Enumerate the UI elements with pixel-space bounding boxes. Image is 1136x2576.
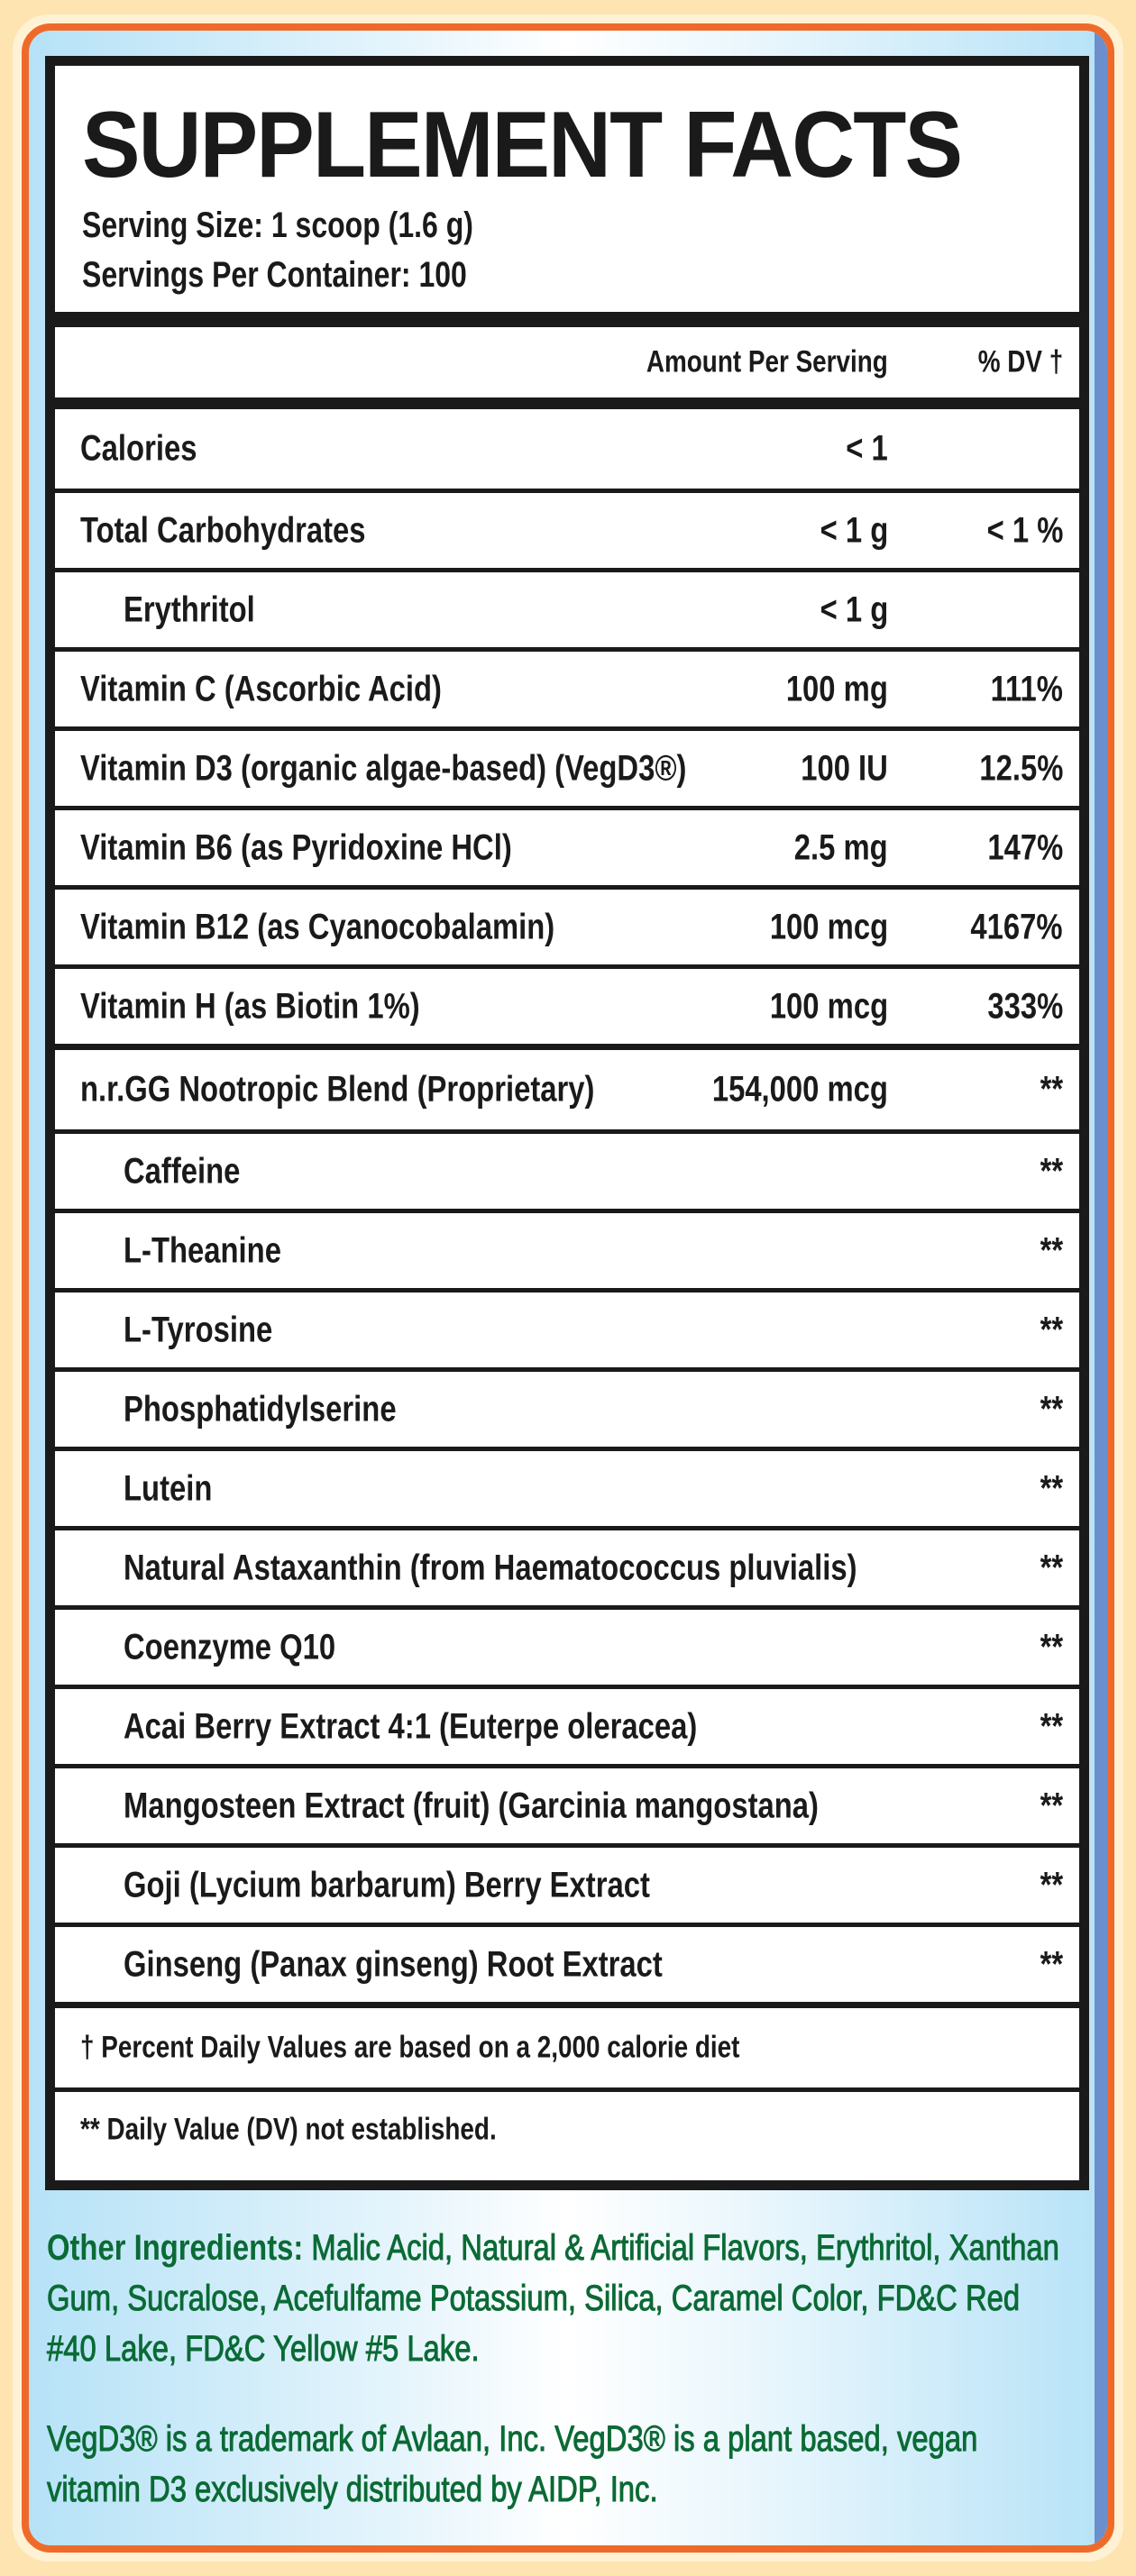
daily-value: 111% xyxy=(990,669,1063,708)
daily-value: ** xyxy=(1040,1069,1063,1110)
daily-value: 12.5% xyxy=(978,748,1063,788)
nutrient-name: Total Carbohydrates xyxy=(80,510,366,550)
nutrient-name: Goji (Lycium barbarum) Berry Extract xyxy=(124,1865,650,1905)
page-title: SUPPLEMENT FACTS xyxy=(82,93,963,197)
blend-ingredient-row: Ginseng (Panax ginseng) Root Extract ** xyxy=(55,1923,1079,2002)
daily-value: ** xyxy=(1040,1548,1063,1587)
other-info: Other Ingredients: Malic Acid, Natural &… xyxy=(47,2223,1075,2545)
blend-rows: n.r.GG Nootropic Blend (Proprietary) 154,… xyxy=(55,1050,1079,2002)
nutrient-amount: < 1 g xyxy=(820,589,888,629)
footnote-row: ** Daily Value (DV) not established. xyxy=(55,2087,1079,2167)
nutrient-name: Lutein xyxy=(124,1468,213,1508)
nutrient-name: L-Tyrosine xyxy=(124,1310,273,1349)
nutrient-name: Vitamin C (Ascorbic Acid) xyxy=(80,669,442,708)
nutrient-name: Vitamin B12 (as Cyanocobalamin) xyxy=(80,907,555,946)
nutrient-name: n.r.GG Nootropic Blend (Proprietary) xyxy=(80,1069,595,1110)
footnote: † Percent Daily Values are based on a 2,… xyxy=(80,2030,740,2065)
other-ingredients: Other Ingredients: Malic Acid, Natural &… xyxy=(47,2223,1075,2374)
nutrient-amount: 100 IU xyxy=(801,748,888,788)
divider xyxy=(55,397,1079,409)
trademark-note: VegD3® is a trademark of Avlaan, Inc. Ve… xyxy=(47,2419,978,2510)
nutrient-amount: < 1 xyxy=(846,428,888,469)
label-frame: SUPPLEMENT FACTS Serving Size: 1 scoop (… xyxy=(13,14,1123,2562)
nutrient-name: Vitamin B6 (as Pyridoxine HCl) xyxy=(80,827,512,867)
divider xyxy=(55,312,1079,327)
blend-ingredient-row: Acai Berry Extract 4:1 (Euterpe oleracea… xyxy=(55,1685,1079,1764)
daily-value: ** xyxy=(1040,1468,1063,1508)
daily-value: ** xyxy=(1040,1230,1063,1270)
other-ingredients-label: Other Ingredients: xyxy=(47,2228,304,2268)
nutrient-row: n.r.GG Nootropic Blend (Proprietary) 154,… xyxy=(55,1050,1079,1129)
blend-ingredient-row: Lutein ** xyxy=(55,1447,1079,1526)
blend-ingredient-row: L-Tyrosine ** xyxy=(55,1288,1079,1367)
daily-value: 333% xyxy=(987,986,1063,1026)
blend-ingredient-row: Mangosteen Extract (fruit) (Garcinia man… xyxy=(55,1764,1079,1843)
nutrient-row: Vitamin B6 (as Pyridoxine HCl) 2.5 mg 147% xyxy=(55,806,1079,885)
label-panel: SUPPLEMENT FACTS Serving Size: 1 scoop (… xyxy=(22,23,1114,2553)
daily-value: ** xyxy=(1040,1706,1063,1746)
nutrient-row: Vitamin B12 (as Cyanocobalamin) 100 mcg 41… xyxy=(55,885,1079,964)
nutrient-amount: 2.5 mg xyxy=(794,827,888,867)
nutrient-name: Phosphatidylserine xyxy=(124,1389,397,1429)
servings-per-container: Servings Per Container: 100 xyxy=(82,255,467,295)
blend-ingredient-row: L-Theanine ** xyxy=(55,1209,1079,1288)
blend-ingredient-row: Erythritol < 1 g xyxy=(55,568,1079,647)
nutrient-row: Total Carbohydrates < 1 g < 1 % xyxy=(55,489,1079,568)
nutrient-amount: 154,000 mcg xyxy=(711,1069,888,1110)
nutrient-name: Vitamin H (as Biotin 1%) xyxy=(80,986,420,1026)
daily-value: ** xyxy=(1040,1944,1063,1984)
divider xyxy=(55,1044,1079,1050)
divider xyxy=(55,2002,1079,2008)
daily-value: ** xyxy=(1040,1310,1063,1349)
serving-size: Serving Size: 1 scoop (1.6 g) xyxy=(82,206,473,245)
nutrient-amount: 100 mcg xyxy=(769,907,888,946)
nutrient-amount: 100 mcg xyxy=(769,986,888,1026)
blend-ingredient-row: Phosphatidylserine ** xyxy=(55,1367,1079,1447)
nutrient-name: Vitamin D3 (organic algae-based) (VegD3®… xyxy=(80,748,687,788)
daily-value: ** xyxy=(1040,1627,1063,1667)
daily-value: ** xyxy=(1040,1151,1063,1191)
daily-value: 4167% xyxy=(970,907,1063,946)
nutrient-name: Acai Berry Extract 4:1 (Euterpe oleracea… xyxy=(124,1706,698,1746)
daily-value: ** xyxy=(1040,1786,1063,1825)
daily-value: < 1 % xyxy=(986,510,1063,550)
title-section: SUPPLEMENT FACTS Serving Size: 1 scoop (… xyxy=(55,66,1079,312)
blend-ingredient-row: Goji (Lycium barbarum) Berry Extract ** xyxy=(55,1843,1079,1923)
nutrient-row: Vitamin H (as Biotin 1%) 100 mcg 333% xyxy=(55,964,1079,1044)
footnote: ** Daily Value (DV) not established. xyxy=(80,2112,497,2146)
daily-value: ** xyxy=(1040,1389,1063,1429)
nutrient-name: Coenzyme Q10 xyxy=(124,1627,336,1667)
nutrient-name: Natural Astaxanthin (from Haematococcus … xyxy=(124,1548,857,1587)
nutrient-name: Calories xyxy=(80,428,197,469)
nutrient-row: Vitamin C (Ascorbic Acid) 100 mg 111% xyxy=(55,647,1079,726)
blend-ingredient-row: Caffeine ** xyxy=(55,1129,1079,1209)
dv-header: % DV † xyxy=(977,344,1063,379)
column-header-row: Amount Per Serving % DV † xyxy=(55,327,1079,397)
nutrient-name: Caffeine xyxy=(124,1151,241,1191)
nutrient-amount: < 1 g xyxy=(820,510,888,550)
nutrient-rows: Calories < 1 Total Carbohydrates < 1 g < 1 %… xyxy=(55,409,1079,1044)
nutrient-name: Mangosteen Extract (fruit) (Garcinia man… xyxy=(124,1786,819,1825)
other-ingredients-text: Malic Acid, Natural & Artificial Flavors… xyxy=(47,2228,1060,2370)
blend-ingredient-row: Natural Astaxanthin (from Haematococcus … xyxy=(55,1526,1079,1605)
daily-value: ** xyxy=(1040,1865,1063,1905)
nutrient-amount: 100 mg xyxy=(785,669,888,708)
amount-header: Amount Per Serving xyxy=(646,344,888,379)
nutrient-name: L-Theanine xyxy=(124,1230,281,1270)
nutrient-name: Erythritol xyxy=(124,589,255,629)
daily-value: 147% xyxy=(987,827,1063,867)
nutrient-row: Calories < 1 xyxy=(55,409,1079,489)
supplement-facts-table: SUPPLEMENT FACTS Serving Size: 1 scoop (… xyxy=(45,56,1089,2190)
blend-ingredient-row: Coenzyme Q10 ** xyxy=(55,1605,1079,1685)
footnote-row: † Percent Daily Values are based on a 2,… xyxy=(55,2008,1079,2087)
nutrient-row: Vitamin D3 (organic algae-based) (VegD3®… xyxy=(55,726,1079,806)
nutrient-name: Ginseng (Panax ginseng) Root Extract xyxy=(124,1944,663,1984)
